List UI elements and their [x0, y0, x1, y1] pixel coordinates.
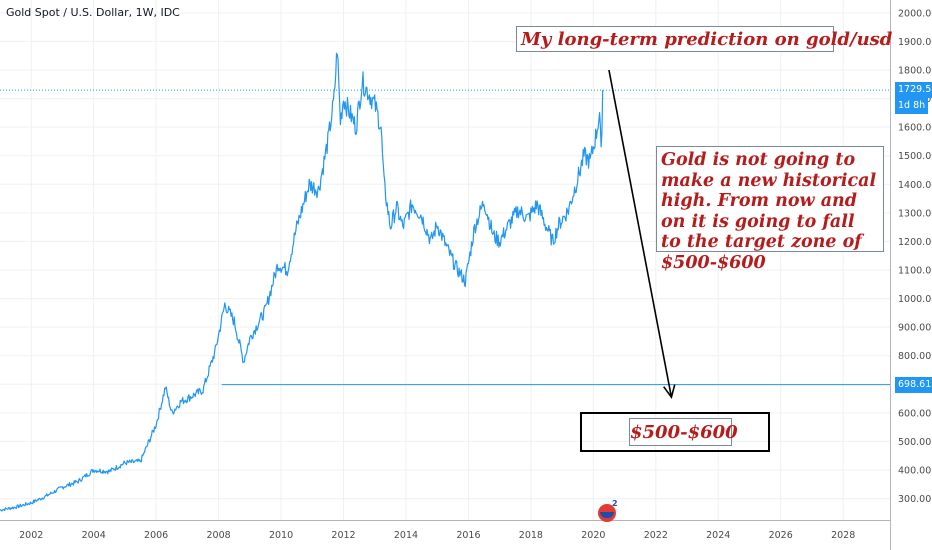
prediction-title-annotation[interactable]: My long-term prediction on gold/usd [516, 26, 892, 52]
horizontal-lines [0, 89, 890, 386]
bar-countdown-tag: 1d 8h [895, 98, 929, 115]
tradingview-logo-icon [598, 504, 616, 522]
y-tick-label: 400.00 [898, 466, 931, 477]
y-tick-label: 800.00 [898, 351, 931, 362]
x-tick-label: 2020 [581, 530, 605, 541]
x-tick-label: 2024 [706, 530, 730, 541]
time-axis[interactable]: 2002 2004 2006 2008 2010 2012 2014 2016 2018 2020… [0, 520, 890, 542]
gold-price-line [0, 52, 604, 512]
price-series [0, 52, 604, 512]
prediction-text-annotation[interactable]: Gold is not going to make a new historic… [656, 146, 884, 273]
last-price-tag: 1729.59 [895, 82, 932, 99]
x-tick-label: 2012 [331, 530, 355, 541]
y-tick-label: 900.00 [898, 323, 931, 334]
y-tick-label: 1600.00 [898, 123, 932, 134]
target-zone-label[interactable]: $500-$600 [629, 418, 738, 446]
y-tick-label: 300.00 [898, 494, 931, 505]
y-tick-label: 1400.00 [898, 180, 932, 191]
x-tick-label: 2018 [519, 530, 543, 541]
x-tick-label: 2016 [456, 530, 480, 541]
target-zone-rectangle[interactable] [580, 412, 770, 452]
y-tick-label: 1500.00 [898, 151, 932, 162]
y-tick-label: 1900.00 [898, 37, 932, 48]
x-tick-label: 2006 [144, 530, 168, 541]
x-tick-label: 2014 [394, 530, 418, 541]
prediction-arrow [608, 69, 676, 399]
y-tick-label: 2000.00 [898, 8, 932, 19]
x-tick-label: 2010 [269, 530, 293, 541]
x-tick-label: 2022 [644, 530, 668, 541]
x-tick-label: 2026 [769, 530, 793, 541]
x-tick-label: 2004 [82, 530, 106, 541]
y-tick-label: 1800.00 [898, 66, 932, 77]
arrow-head [663, 384, 676, 399]
y-tick-label: 500.00 [898, 437, 931, 448]
y-tick-label: 1200.00 [898, 237, 932, 248]
y-tick-label: 1300.00 [898, 208, 932, 219]
x-tick-label: 2028 [831, 530, 855, 541]
arrow-shaft[interactable] [608, 69, 673, 398]
symbol-title: Gold Spot / U.S. Dollar, 1W, IDC [6, 6, 180, 19]
x-tick-label: 2008 [207, 530, 231, 541]
y-tick-label: 1100.00 [898, 266, 932, 277]
y-tick-label: 600.00 [898, 408, 931, 419]
logo-superscript: 2 [612, 499, 618, 508]
x-tick-label: 2002 [19, 530, 43, 541]
support-level-tag: 698.61 [895, 376, 932, 393]
y-tick-label: 1000.00 [898, 294, 932, 305]
